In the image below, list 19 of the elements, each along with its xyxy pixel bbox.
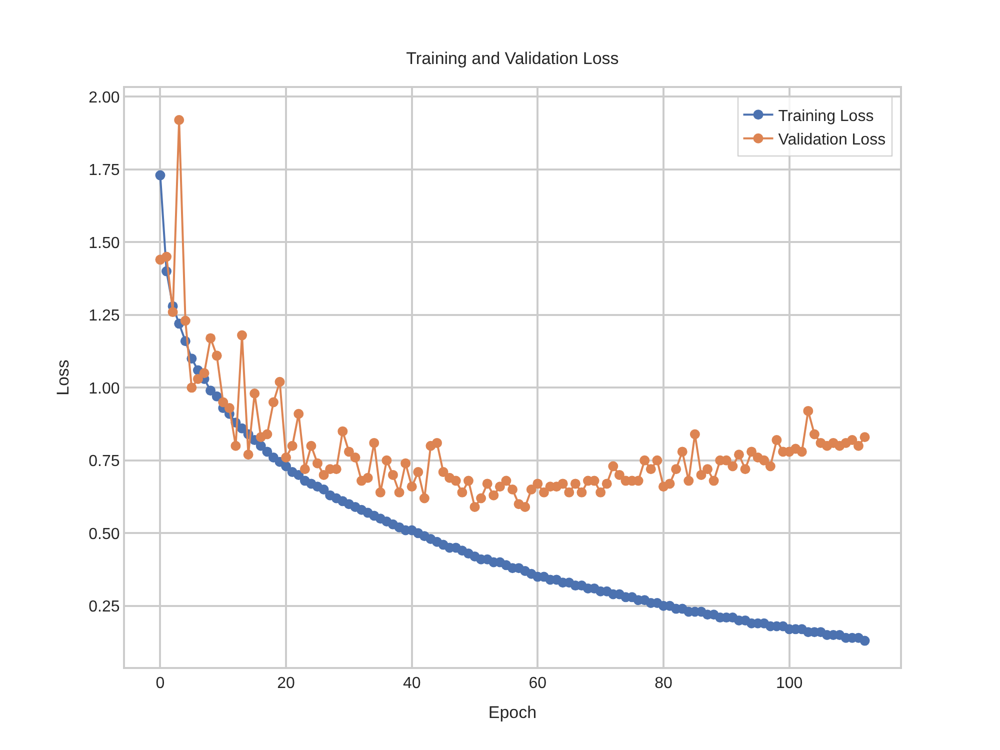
x-tick-label: 20 xyxy=(277,675,296,692)
legend-label: Validation Loss xyxy=(778,132,886,149)
x-tick-label: 0 xyxy=(156,675,165,692)
y-tick-label: 1.50 xyxy=(88,234,120,252)
y-tick-label: 1.00 xyxy=(88,380,120,398)
x-tick-label: 40 xyxy=(402,675,421,692)
y-tick-label: 2.00 xyxy=(88,89,120,106)
x-tick-label: 60 xyxy=(528,675,547,692)
y-axis-title: Loss xyxy=(54,360,73,396)
y-tick-label: 1.75 xyxy=(88,162,120,180)
x-axis-title: Epoch xyxy=(488,703,537,722)
chart-title: Training and Validation Loss xyxy=(406,48,619,68)
x-tick-label: 80 xyxy=(654,675,672,692)
legend-label: Training Loss xyxy=(778,108,874,125)
y-tick-label: 0.75 xyxy=(88,453,120,470)
x-tick-label: 100 xyxy=(776,675,803,692)
y-tick-label: 1.25 xyxy=(88,308,120,325)
y-tick-label: 0.25 xyxy=(88,598,120,616)
y-tick-label: 0.50 xyxy=(88,526,120,543)
